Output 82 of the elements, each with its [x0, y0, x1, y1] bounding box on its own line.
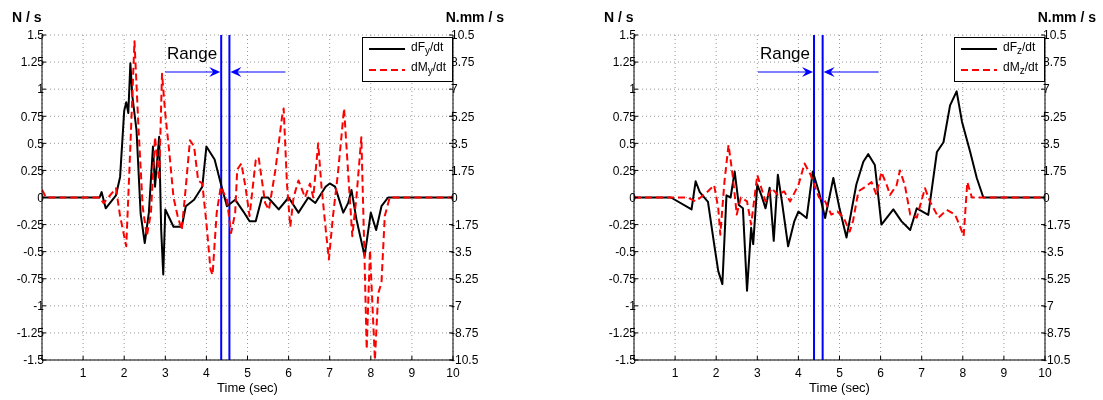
- y-tick-label: 1.25: [20, 55, 45, 70]
- x-tick-label: 7: [918, 365, 926, 380]
- ref-line-label: Range: [167, 44, 218, 63]
- y-tick-label: -0.75: [16, 272, 45, 287]
- y-tick-label: -1: [625, 299, 637, 314]
- x-tick-label: 9: [408, 365, 416, 380]
- y2-tick-label: 7: [1043, 82, 1050, 97]
- y2-tick-label: 0: [1043, 190, 1050, 205]
- y-tick-label: -0.25: [16, 217, 45, 232]
- x-tick-label: 2: [120, 365, 128, 380]
- x-tick-label: 3: [753, 365, 761, 380]
- y-tick-label: -1.25: [16, 326, 45, 341]
- y-tick-label: 1.5: [619, 28, 637, 43]
- x-tick-label: 3: [161, 365, 169, 380]
- legend-label: dM$_{z}$/dt: [1002, 59, 1038, 79]
- x-tick-label: 10: [446, 365, 460, 380]
- x-tick-label: 6: [877, 365, 885, 380]
- x-axis-title: Time (sec): [809, 380, 870, 395]
- x-tick-label: 4: [795, 365, 803, 380]
- y2-tick-label: -1.75: [451, 217, 479, 232]
- x-tick-label: 1: [79, 365, 87, 380]
- y-tick-label: -0.5: [23, 244, 45, 259]
- y-tick-label: 1.25: [612, 55, 637, 70]
- y2-tick-label: 10.5: [451, 28, 475, 43]
- y-tick-label: -0.75: [608, 272, 637, 287]
- y2-tick-label: 3.5: [451, 136, 469, 151]
- y2-tick-label: 3.5: [1043, 136, 1061, 151]
- y-tick-label: 0.25: [20, 163, 45, 178]
- y2-tick-label: 1.75: [1043, 163, 1067, 178]
- y2-tick-label: 10.5: [1043, 28, 1067, 43]
- y-axis-title: N / s: [12, 9, 42, 25]
- x-tick-label: 1: [671, 365, 679, 380]
- ref-line-label: Range: [759, 44, 811, 63]
- y2-tick-label: -5.25: [1043, 272, 1071, 287]
- y-tick-label: 0.75: [20, 109, 45, 124]
- y2-tick-label: -8.75: [451, 326, 479, 341]
- x-tick-label: 10: [1038, 365, 1052, 380]
- y-tick-label: -1.5: [615, 353, 637, 368]
- y2-tick-label: -7: [451, 299, 462, 314]
- y2-tick-label: -3.5: [451, 244, 472, 259]
- x-tick-label: 8: [959, 365, 967, 380]
- legend-label: dF$_{y}$/dt: [410, 39, 444, 59]
- y2-tick-label: 5.25: [1043, 109, 1067, 124]
- x-tick-label: 4: [203, 365, 211, 380]
- y-tick-label: 0.25: [612, 163, 637, 178]
- y2-tick-label: 5.25: [451, 109, 475, 124]
- y-tick-label: 0: [37, 190, 45, 205]
- y-tick-label: 0.5: [27, 136, 45, 151]
- y-tick-label: 0.75: [612, 109, 637, 124]
- x-tick-label: 9: [1000, 365, 1008, 380]
- y-tick-label: 1: [37, 82, 45, 97]
- y2-tick-label: -10.5: [1043, 353, 1071, 368]
- y-tick-label: 0: [629, 190, 637, 205]
- y-tick-label: -0.5: [615, 244, 637, 259]
- y-tick-label: 1.5: [27, 28, 45, 43]
- y-tick-label: -0.25: [608, 217, 637, 232]
- y2-tick-label: 7: [451, 82, 458, 97]
- y-tick-label: 1: [629, 82, 637, 97]
- y-tick-label: -1: [33, 299, 45, 314]
- x-tick-label: 7: [326, 365, 334, 380]
- y2-tick-label: -10.5: [451, 353, 479, 368]
- y2-axis-title: N.mm / s: [445, 9, 505, 25]
- y2-tick-label: -1.75: [1043, 217, 1071, 232]
- x-axis-title: Time (sec): [217, 380, 278, 395]
- y2-tick-label: -7: [1043, 299, 1054, 314]
- y-tick-label: 0.5: [619, 136, 637, 151]
- legend-label: dM$_{y}$/dt: [410, 59, 446, 79]
- x-tick-label: 6: [285, 365, 293, 380]
- x-tick-label: 2: [712, 365, 720, 380]
- y-tick-label: -1.25: [608, 326, 637, 341]
- y2-tick-label: -5.25: [451, 272, 479, 287]
- y2-axis-title: N.mm / s: [1037, 9, 1097, 25]
- y2-tick-label: 0: [451, 190, 458, 205]
- x-tick-label: 8: [367, 365, 375, 380]
- y2-tick-label: -8.75: [1043, 326, 1071, 341]
- x-tick-label: 5: [244, 365, 252, 380]
- x-tick-label: 5: [836, 365, 844, 380]
- y2-tick-label: 1.75: [451, 163, 475, 178]
- y-axis-title: N / s: [604, 9, 634, 25]
- y-tick-label: -1.5: [23, 353, 45, 368]
- legend-label: dF$_{z}$/dt: [1002, 39, 1036, 59]
- y2-tick-label: -3.5: [1043, 244, 1064, 259]
